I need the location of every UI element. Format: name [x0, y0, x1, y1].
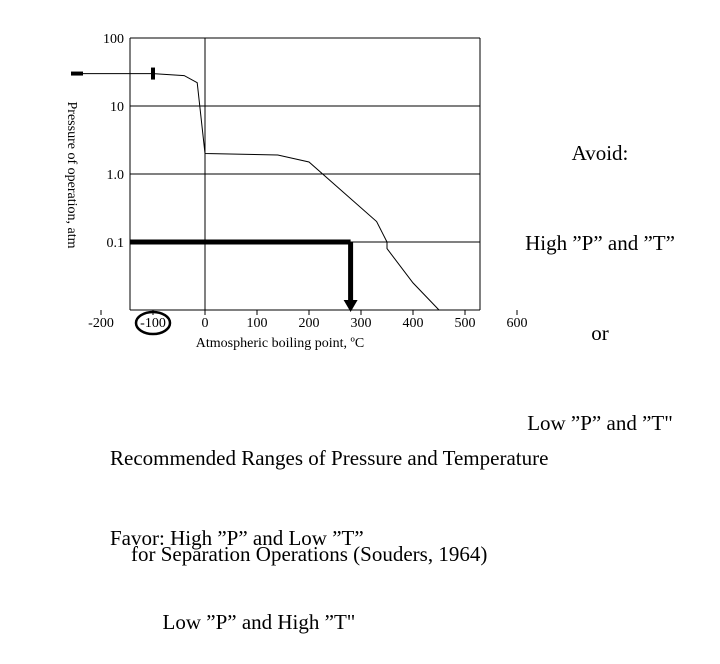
x-tick-label: 200 — [299, 316, 320, 331]
boiling-curve — [75, 73, 440, 311]
x-tick-label: 600 — [507, 316, 528, 331]
y-tick-label: 100 — [103, 32, 124, 47]
avoid-line: or — [591, 321, 609, 345]
x-tick-label: 300 — [351, 316, 372, 331]
avoid-line: High ”P” and ”T” — [525, 231, 675, 255]
x-tick-label: 100 — [247, 316, 268, 331]
x-tick-label: 500 — [455, 316, 476, 331]
x-tick-label: -200 — [88, 316, 114, 331]
y-tick-labels: 100 10 1.0 0.1 — [103, 32, 124, 251]
avoid-line: Avoid: — [571, 141, 629, 165]
grid-lines — [130, 37, 480, 310]
x-tick-label: 0 — [202, 316, 209, 331]
reference-arrowhead — [343, 300, 358, 312]
y-tick-label: 0.1 — [107, 236, 125, 251]
favor-line: Low ”P” and High ”T" — [110, 610, 356, 634]
x-axis-label: Atmospheric boiling point, ºC — [196, 336, 364, 351]
highlight-circle — [134, 310, 172, 336]
x-tick-label: 400 — [403, 316, 424, 331]
avoid-line: Low ”P” and ”T" — [527, 411, 673, 435]
x-tick-label: -100 — [140, 316, 166, 331]
reference-lines — [130, 239, 358, 312]
y-tick-label: 1.0 — [107, 168, 125, 183]
y-axis-label: Pressure of operation, atm — [64, 102, 79, 249]
avoid-note: Avoid: High ”P” and ”T” or Low ”P” and ”… — [480, 78, 720, 468]
favor-note: Favor: High ”P” and Low ”T” Low ”P” and … — [110, 468, 364, 664]
x-tick-labels: -200 -100 0 100 200 300 400 500 600 — [88, 310, 528, 336]
caption-line: Recommended Ranges of Pressure and Tempe… — [110, 446, 549, 470]
curve-group — [71, 67, 440, 311]
favor-line: Favor: High ”P” and Low ”T” — [110, 526, 364, 550]
y-tick-label: 10 — [110, 100, 124, 115]
